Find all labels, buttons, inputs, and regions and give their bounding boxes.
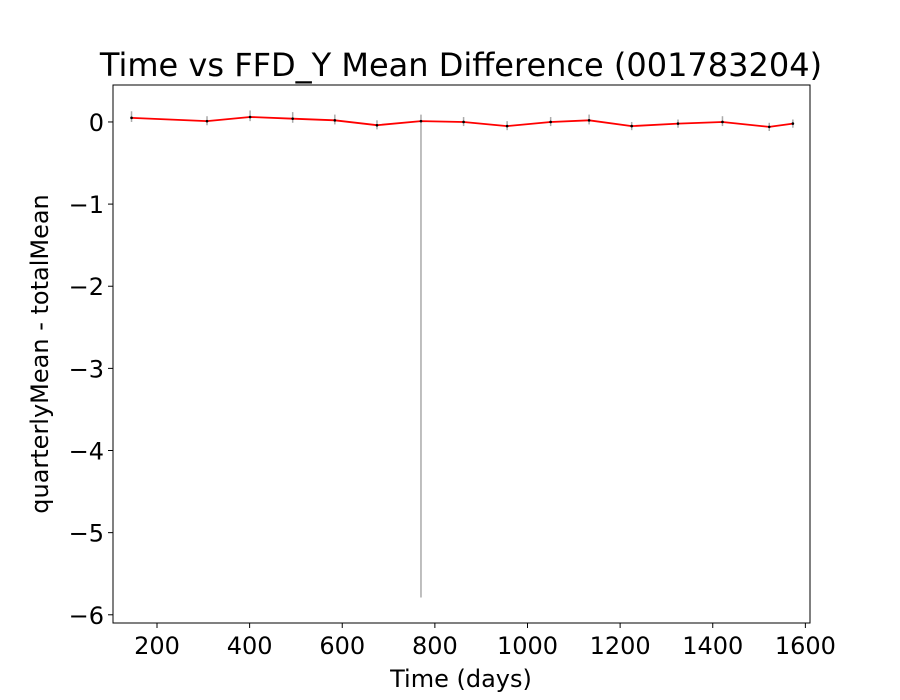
y-tick-label: −6 [69, 602, 104, 630]
y-axis-label: quarterlyMean - totalMean [26, 194, 54, 514]
chart-title: Time vs FFD_Y Mean Difference (001783204… [99, 46, 822, 84]
y-tick-label: −2 [69, 273, 104, 301]
x-axis-label: Time (days) [389, 665, 532, 693]
x-tick-label: 1400 [682, 632, 743, 660]
x-tick-label: 1200 [590, 632, 651, 660]
plot-marks [130, 110, 795, 598]
y-tick-label: −5 [69, 520, 104, 548]
data-point [721, 120, 724, 124]
data-point [767, 125, 771, 129]
x-tick-label: 1000 [497, 632, 558, 660]
x-tick-label: 1600 [775, 632, 836, 660]
data-point [333, 119, 337, 122]
x-tick-label: 400 [227, 632, 273, 660]
y-tick-label: 0 [89, 109, 104, 137]
y-axis: 0 −1 −2 −3 −4 −5 −6 [69, 109, 113, 630]
data-point [291, 117, 294, 120]
x-axis: 200 400 600 800 1000 1200 1400 1600 [134, 623, 836, 660]
x-tick-label: 600 [319, 632, 365, 660]
y-tick-label: −1 [69, 191, 104, 219]
data-point [462, 120, 465, 124]
plot-frame [112, 84, 811, 624]
data-point [205, 119, 209, 123]
data-point [676, 122, 680, 125]
data-point [419, 119, 423, 123]
series-line [131, 116, 794, 128]
data-point [587, 119, 591, 122]
x-tick-label: 200 [134, 632, 180, 660]
data-point [791, 122, 795, 125]
x-tick-label: 800 [412, 632, 458, 660]
data-point [375, 123, 379, 127]
data-point [505, 124, 509, 128]
data-point [549, 120, 552, 124]
y-tick-label: −3 [69, 355, 104, 383]
data-point [130, 116, 133, 120]
data-point [630, 124, 633, 128]
data-point [248, 115, 252, 119]
y-tick-label: −4 [69, 438, 104, 466]
